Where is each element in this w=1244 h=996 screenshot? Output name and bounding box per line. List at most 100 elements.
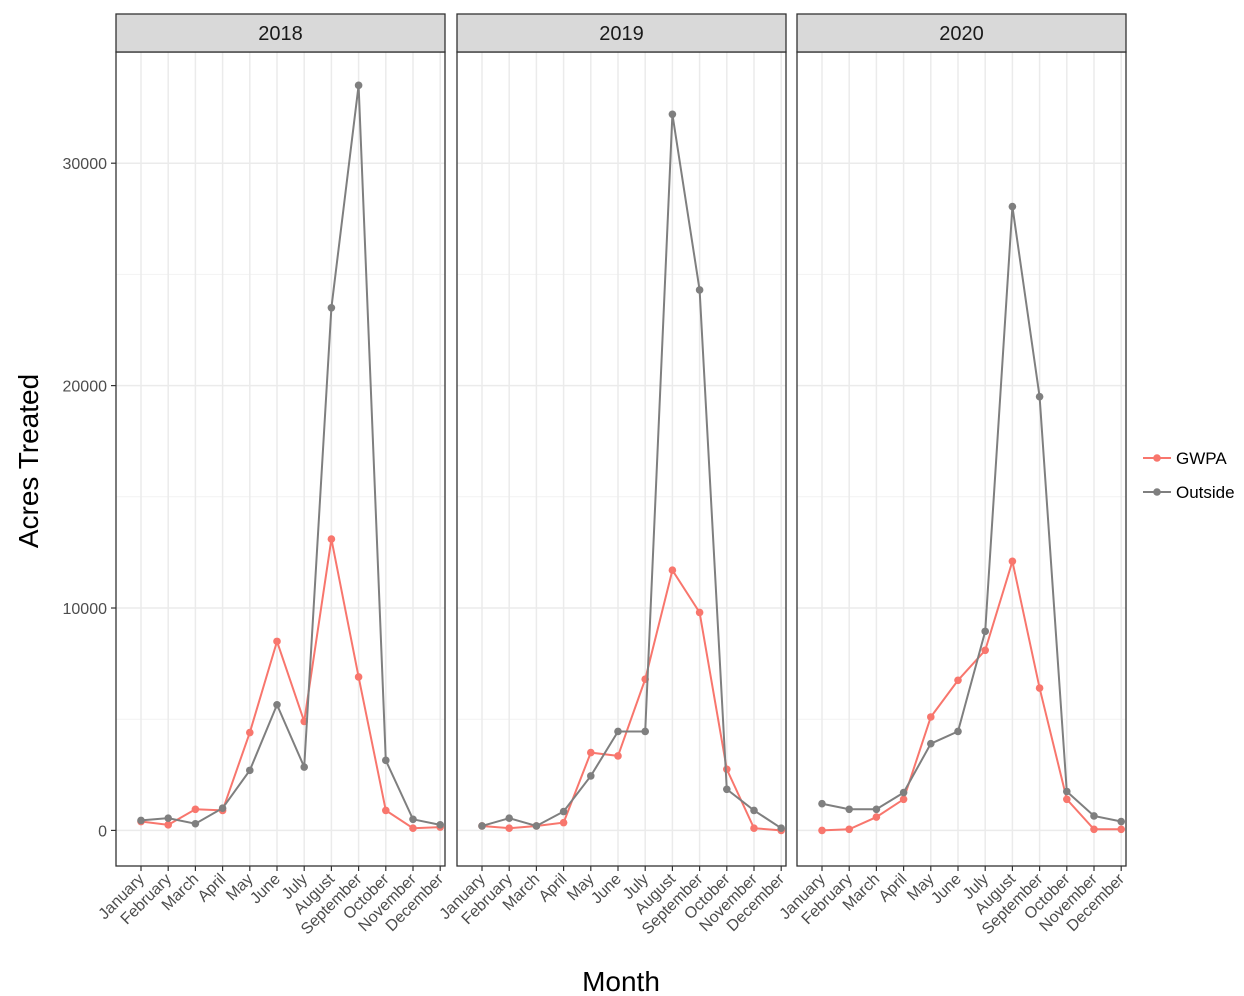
data-point-gwpa — [409, 824, 417, 832]
data-point-outside — [164, 814, 172, 822]
y-axis-title: Acres Treated — [13, 374, 44, 548]
data-point-gwpa — [505, 824, 513, 832]
data-point-outside — [818, 799, 826, 808]
x-tick-label: June — [588, 871, 625, 908]
facet-strip — [456, 13, 787, 53]
data-point-outside — [218, 804, 227, 812]
legend-key-point — [1153, 454, 1161, 462]
facet-strip — [796, 13, 1127, 53]
data-point-outside — [927, 739, 935, 748]
series-line-outside-2018 — [140, 85, 441, 826]
data-point-gwpa — [954, 676, 962, 685]
data-point-outside — [300, 763, 309, 771]
data-point-gwpa — [872, 813, 881, 821]
y-axis: 0 10000 20000 30000 — [63, 156, 116, 840]
data-point-gwpa — [587, 748, 595, 757]
series-line-gwpa-2018 — [140, 538, 441, 830]
data-point-outside — [750, 806, 758, 815]
data-point-gwpa — [1117, 825, 1125, 834]
data-point-outside — [559, 807, 568, 816]
data-point-outside — [1117, 817, 1125, 826]
data-point-gwpa — [1063, 795, 1071, 804]
x-tick-label: June — [928, 871, 965, 908]
data-point-outside — [723, 785, 731, 794]
data-point-outside — [668, 110, 677, 119]
data-point-gwpa — [273, 637, 281, 646]
facet-strip-label: 2018 — [258, 23, 303, 45]
data-point-gwpa — [382, 806, 390, 815]
data-point-outside — [532, 822, 541, 830]
data-point-outside — [981, 627, 989, 636]
data-point-outside — [587, 772, 595, 780]
panel-background — [116, 52, 445, 866]
data-point-outside — [354, 81, 363, 90]
x-tick-label: April — [536, 871, 571, 906]
data-point-gwpa — [981, 646, 989, 655]
y-tick-label: 0 — [98, 823, 107, 840]
legend-item-gwpa: GWPA — [1143, 449, 1227, 468]
data-point-outside — [191, 819, 200, 828]
panel-2020: 2020JanuaryFebruaryMarchAprilMayJuneJuly… — [777, 13, 1128, 938]
x-axis-title: Month — [582, 966, 660, 996]
series-line-gwpa-2020 — [821, 557, 1122, 832]
legend-item-outside: Outside — [1143, 483, 1235, 502]
legend: GWPA Outside — [1143, 449, 1235, 502]
facet-strip-label: 2020 — [939, 23, 984, 45]
data-point-outside — [327, 303, 336, 312]
y-tick-label: 20000 — [63, 379, 108, 396]
data-point-gwpa — [1090, 825, 1098, 834]
panels-layer: 2018JanuaryFebruaryMarchAprilMayJuneJuly… — [96, 13, 1128, 938]
data-point-gwpa — [354, 673, 363, 681]
legend-key-point — [1153, 488, 1161, 496]
data-point-outside — [382, 756, 390, 765]
panel-2018: 2018JanuaryFebruaryMarchAprilMayJuneJuly… — [96, 13, 447, 938]
data-point-gwpa — [246, 728, 254, 737]
data-point-gwpa — [191, 805, 200, 814]
data-point-outside — [273, 700, 281, 709]
legend-label: Outside — [1176, 483, 1235, 502]
legend-label: GWPA — [1176, 449, 1227, 468]
data-point-outside — [478, 822, 486, 830]
data-point-outside — [409, 815, 417, 824]
x-tick-label: June — [247, 871, 284, 908]
data-point-gwpa — [164, 821, 172, 829]
data-point-outside — [137, 816, 145, 825]
data-point-gwpa — [750, 824, 758, 832]
data-point-outside — [641, 727, 649, 736]
data-point-gwpa — [695, 608, 704, 617]
data-point-outside — [845, 805, 853, 814]
data-point-outside — [436, 821, 445, 829]
panel-background — [797, 52, 1126, 866]
x-tick-label: April — [876, 871, 911, 906]
data-point-gwpa — [845, 825, 853, 834]
data-point-outside — [777, 824, 785, 832]
x-tick-label: April — [195, 871, 230, 906]
data-point-outside — [1063, 787, 1071, 796]
data-point-outside — [246, 766, 254, 775]
data-point-gwpa — [899, 795, 908, 804]
facet-strip-label: 2019 — [599, 23, 644, 45]
data-point-outside — [872, 805, 881, 814]
data-point-gwpa — [927, 713, 935, 721]
series-line-gwpa-2019 — [481, 567, 782, 832]
data-point-outside — [954, 727, 962, 736]
data-point-outside — [899, 788, 908, 797]
panel-2019: 2019JanuaryFebruaryMarchAprilMayJuneJuly… — [437, 13, 788, 938]
y-tick-label: 10000 — [63, 601, 108, 618]
facet-strip — [115, 13, 446, 53]
data-point-gwpa — [614, 752, 622, 760]
data-point-outside — [1090, 812, 1098, 820]
data-point-outside — [614, 727, 622, 736]
data-point-outside — [695, 286, 704, 294]
data-point-gwpa — [1035, 684, 1044, 692]
series-line-outside-2019 — [481, 114, 782, 830]
data-point-outside — [1035, 392, 1044, 401]
data-point-gwpa — [559, 818, 568, 827]
data-point-gwpa — [818, 826, 826, 835]
data-point-gwpa — [1008, 557, 1017, 566]
data-point-gwpa — [327, 535, 336, 543]
data-point-gwpa — [668, 566, 677, 575]
data-point-outside — [505, 814, 513, 822]
data-point-outside — [1008, 202, 1017, 211]
y-tick-label: 30000 — [63, 156, 108, 173]
